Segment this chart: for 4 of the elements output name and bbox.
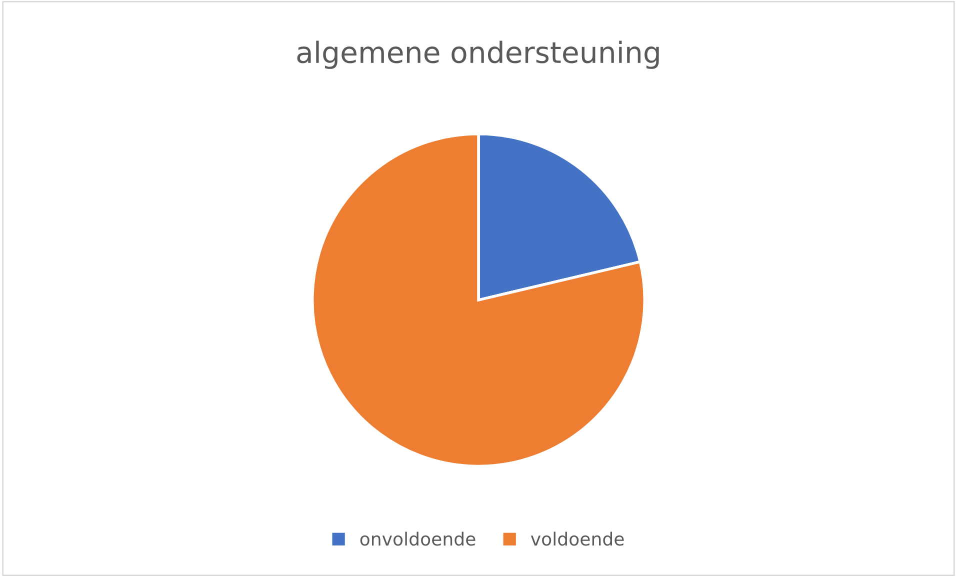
pie-slice xyxy=(310,132,646,468)
legend-label: onvoldoende xyxy=(360,532,476,546)
chart-title: algemene ondersteuning xyxy=(297,40,659,69)
legend-label: voldoende xyxy=(530,532,624,546)
